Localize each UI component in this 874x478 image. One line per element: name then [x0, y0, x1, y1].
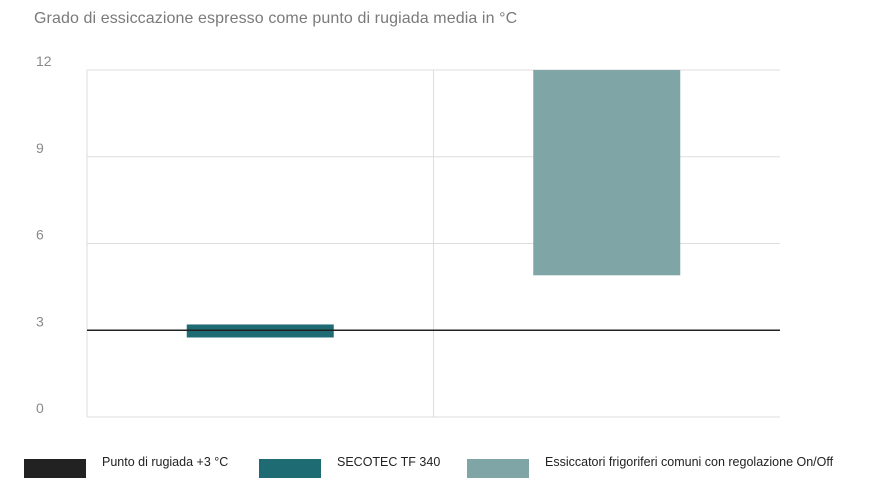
- legend-item-common-dryers: Essiccatori frigoriferi comuni con regol…: [467, 455, 833, 478]
- legend-label-secotec: SECOTEC TF 340: [337, 455, 441, 469]
- y-tick-label: 12: [36, 53, 52, 69]
- legend-item-dew-point: Punto di rugiada +3 °C: [24, 455, 228, 478]
- y-tick-label: 0: [36, 400, 44, 416]
- bar-1: [533, 70, 681, 276]
- chart-title: Grado di essiccazione espresso come punt…: [34, 10, 518, 27]
- y-axis-tick-labels: 0 3 6 9 12: [36, 53, 52, 416]
- y-tick-label: 6: [36, 227, 44, 243]
- legend-label-common-dryers: Essiccatori frigoriferi comuni con regol…: [545, 455, 834, 469]
- legend-item-secotec: SECOTEC TF 340: [259, 455, 440, 478]
- bars: [186, 70, 681, 338]
- legend-swatch-dew-point: [24, 459, 86, 478]
- legend-swatch-secotec: [259, 459, 321, 478]
- y-tick-label: 3: [36, 313, 44, 329]
- y-tick-label: 9: [36, 140, 44, 156]
- chart-plot: 0 3 6 9 12: [36, 53, 780, 418]
- legend-swatch-common-dryers: [467, 459, 529, 478]
- legend-label-dew-point: Punto di rugiada +3 °C: [102, 455, 229, 469]
